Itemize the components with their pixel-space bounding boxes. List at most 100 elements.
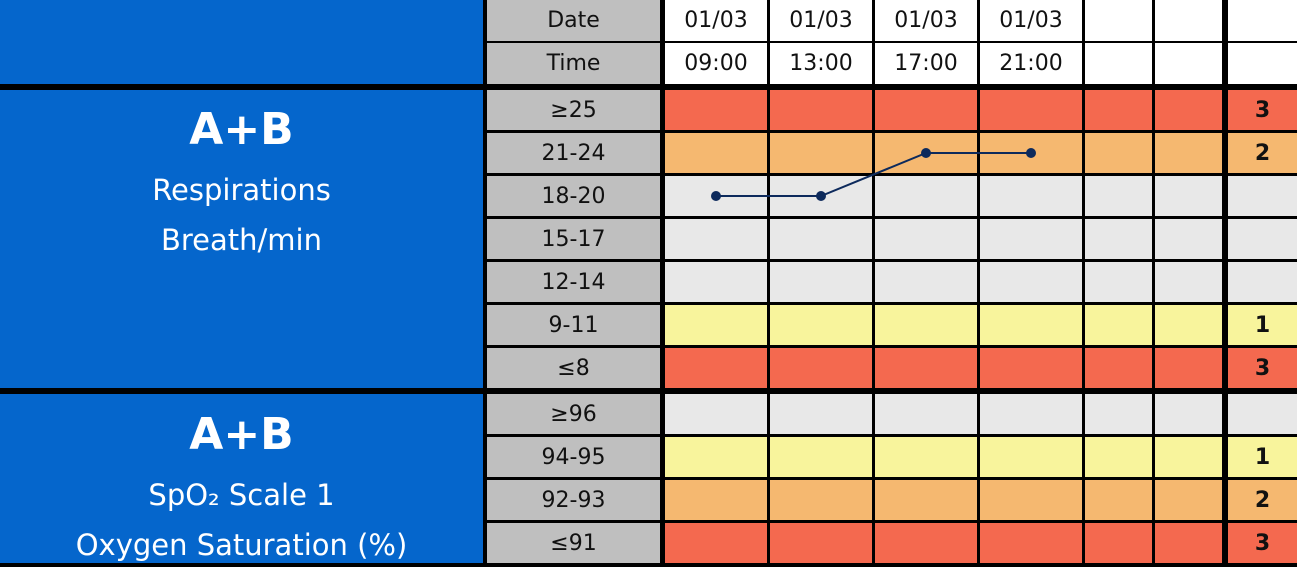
time-cell: 21:00: [980, 43, 1082, 84]
band-cell: [1085, 262, 1152, 302]
band-cell: [1085, 90, 1152, 130]
band-cell: [875, 262, 977, 302]
section-line: Oxygen Saturation (%): [75, 527, 408, 562]
section-line: Respirations: [152, 172, 331, 207]
band-cell: [875, 394, 977, 434]
band-cell: [770, 219, 872, 259]
date-cell: 01/03: [875, 0, 977, 41]
score-cell: [1228, 176, 1297, 216]
reading-line: [716, 152, 1031, 197]
date-cell: [1155, 0, 1222, 41]
time-cell: 17:00: [875, 43, 977, 84]
band-cell: [1155, 262, 1222, 302]
band-cell: [1085, 305, 1152, 345]
band-cell: [980, 437, 1082, 477]
score-cell: 2: [1228, 480, 1297, 520]
band-label: 18-20: [487, 176, 660, 216]
reading-dot: [711, 191, 721, 201]
band-cell: [665, 437, 767, 477]
score-cell: [1228, 394, 1297, 434]
band-cell: [770, 262, 872, 302]
score-cell: 1: [1228, 305, 1297, 345]
band-cell: [1085, 480, 1152, 520]
band-cell: [875, 348, 977, 388]
band-cell: [770, 90, 872, 130]
band-cell: [1085, 523, 1152, 563]
time-cell: 13:00: [770, 43, 872, 84]
band-cell: [665, 219, 767, 259]
score-cell: 3: [1228, 90, 1297, 130]
band-cell: [1085, 437, 1152, 477]
band-cell: [980, 90, 1082, 130]
band-cell: [875, 305, 977, 345]
band-label: 21-24: [487, 133, 660, 173]
band-cell: [980, 348, 1082, 388]
section-panel: [0, 394, 483, 563]
band-cell: [665, 133, 767, 173]
band-cell: [1155, 394, 1222, 434]
band-cell: [980, 480, 1082, 520]
band-cell: [980, 176, 1082, 216]
score-cell: 2: [1228, 133, 1297, 173]
time-cell: [1155, 43, 1222, 84]
band-cell: [665, 523, 767, 563]
band-cell: [1085, 133, 1152, 173]
band-cell: [665, 394, 767, 434]
reading-dot: [816, 191, 826, 201]
band-label: ≥96: [487, 394, 660, 434]
header-label: Time: [487, 43, 660, 84]
reading-dot: [1026, 148, 1036, 158]
band-cell: [1155, 133, 1222, 173]
band-cell: [1155, 348, 1222, 388]
band-cell: [770, 348, 872, 388]
band-label: 15-17: [487, 219, 660, 259]
section-line: Breath/min: [160, 222, 322, 257]
score-cell: [1228, 219, 1297, 259]
band-cell: [665, 480, 767, 520]
header-label: Date: [487, 0, 660, 41]
reading-dot: [921, 148, 931, 158]
section-title: A+B: [189, 103, 294, 155]
band-cell: [1085, 394, 1152, 434]
band-cell: [875, 176, 977, 216]
band-cell: [875, 480, 977, 520]
band-cell: [665, 348, 767, 388]
band-cell: [770, 480, 872, 520]
band-cell: [770, 394, 872, 434]
band-cell: [770, 523, 872, 563]
section-panel: [0, 90, 483, 388]
band-cell: [1085, 176, 1152, 216]
band-cell: [1155, 480, 1222, 520]
band-label: 92-93: [487, 480, 660, 520]
band-cell: [665, 305, 767, 345]
time-cell: [1085, 43, 1152, 84]
band-cell: [1155, 437, 1222, 477]
band-cell: [980, 305, 1082, 345]
band-cell: [1155, 305, 1222, 345]
section-title: A+B: [189, 408, 294, 460]
date-cell: [1085, 0, 1152, 41]
band-cell: [875, 219, 977, 259]
band-cell: [980, 262, 1082, 302]
time-cell: 09:00: [665, 43, 767, 84]
band-cell: [1155, 219, 1222, 259]
band-cell: [875, 523, 977, 563]
band-label: ≤8: [487, 348, 660, 388]
band-cell: [1085, 348, 1152, 388]
band-cell: [875, 90, 977, 130]
header-blue: [0, 0, 483, 84]
score-cell: 3: [1228, 523, 1297, 563]
score-header: [1228, 43, 1297, 84]
band-label: 9-11: [487, 305, 660, 345]
band-cell: [665, 90, 767, 130]
band-label: ≤91: [487, 523, 660, 563]
band-cell: [1155, 90, 1222, 130]
score-cell: 3: [1228, 348, 1297, 388]
date-cell: 01/03: [980, 0, 1082, 41]
score-cell: 1: [1228, 437, 1297, 477]
section-line: SpO₂ Scale 1: [148, 477, 335, 512]
band-cell: [980, 394, 1082, 434]
score-cell: [1228, 262, 1297, 302]
